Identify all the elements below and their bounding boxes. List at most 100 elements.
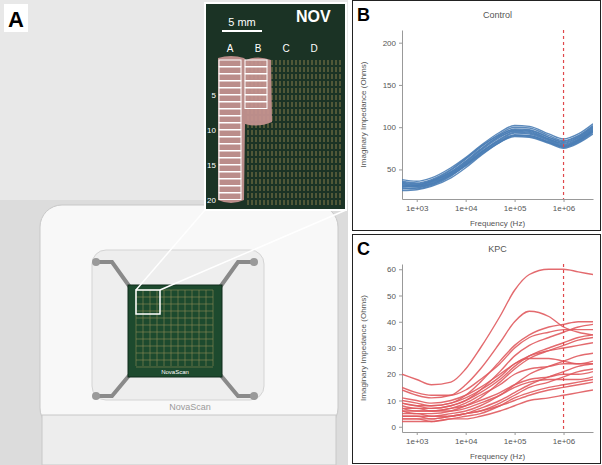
- electrode-box: [245, 95, 267, 102]
- electrode-box: [219, 74, 241, 81]
- tick-label: 150: [383, 81, 397, 90]
- photo-background: [0, 0, 348, 465]
- electrode-trace: [276, 60, 277, 205]
- board-line: [136, 304, 213, 305]
- tick-mark: [515, 432, 516, 435]
- electrode-box: [219, 60, 241, 67]
- tick-mark: [399, 296, 402, 297]
- board-line: [157, 290, 158, 366]
- tick-mark: [399, 401, 402, 402]
- electrode-trace: [300, 60, 301, 205]
- series-line: [402, 128, 593, 185]
- row-number: 10: [207, 126, 216, 135]
- series-line: [402, 364, 593, 417]
- chart-panel: 1e+031e+041e+051e+060102030405060KPCFreq…: [353, 235, 601, 464]
- device-front: [42, 415, 336, 465]
- tick: 1e+06: [553, 199, 576, 213]
- inset: 5101520ABCD5 mmNOV: [205, 3, 346, 210]
- panel-border: [353, 235, 601, 464]
- electrode-box: [219, 165, 241, 172]
- board-line: [164, 290, 165, 366]
- tick-label: 1e+05: [504, 437, 527, 446]
- electrode-box: [219, 67, 241, 74]
- electrode-trace: [280, 60, 281, 205]
- tick: 50: [387, 165, 402, 174]
- tick: 1e+06: [553, 432, 576, 446]
- device-recess: [92, 250, 264, 400]
- tissue: [218, 56, 272, 203]
- electrode-trace: [272, 60, 273, 205]
- tick: 1e+04: [455, 199, 478, 213]
- board-line: [178, 290, 179, 366]
- electrode-box: [245, 60, 267, 67]
- board-line: [136, 346, 213, 347]
- panel-border: [353, 1, 601, 231]
- tick-mark: [466, 199, 467, 202]
- electrode-box: [219, 151, 241, 158]
- tick: 200: [383, 39, 402, 48]
- tick-mark: [399, 374, 402, 375]
- axis: 50100150200: [383, 31, 403, 200]
- clip-screw: [250, 258, 258, 266]
- tick-mark: [466, 432, 467, 435]
- figure-canvas: NovaScanNovaScan5101520ABCD5 mmNOVA1e+03…: [0, 0, 602, 465]
- row-number: 5: [212, 91, 217, 100]
- tick-label: 50: [387, 165, 396, 174]
- board-line: [136, 367, 213, 368]
- inset-frame: [205, 3, 346, 210]
- figure: NovaScanNovaScan5101520ABCD5 mmNOVA1e+03…: [0, 0, 602, 465]
- tick: 1e+03: [406, 199, 429, 213]
- board-line: [136, 325, 213, 326]
- electrode-box: [219, 109, 241, 116]
- clip-screw: [250, 392, 258, 400]
- zoom-box: [136, 290, 160, 314]
- electrode-box: [219, 123, 241, 130]
- series-line: [402, 131, 593, 187]
- board-line: [136, 332, 213, 333]
- board-line: [185, 290, 186, 366]
- electrode-box: [219, 102, 241, 109]
- series-line: [402, 377, 593, 411]
- clip-arm: [218, 262, 254, 290]
- sensor-board: [128, 285, 222, 377]
- electrode-box: [219, 158, 241, 165]
- board-line: [150, 290, 151, 366]
- tick-label: 1e+04: [455, 437, 478, 446]
- chart-title: KPC: [488, 244, 507, 254]
- inset-header: NOV: [296, 8, 331, 25]
- tick-mark: [564, 199, 565, 202]
- scale-bar: [222, 30, 262, 32]
- board-line: [206, 290, 207, 366]
- board-line: [136, 339, 213, 340]
- electrode-box: [219, 144, 241, 151]
- board-line: [136, 318, 213, 319]
- tick: 20: [387, 370, 402, 379]
- electrode-trace: [316, 60, 317, 205]
- column-letter: B: [255, 43, 262, 54]
- tick-mark: [399, 127, 402, 128]
- board-line: [213, 290, 214, 366]
- tick-mark: [399, 43, 402, 44]
- clip-arm: [96, 372, 132, 396]
- electrode-trace: [336, 60, 337, 205]
- plot: 1e+031e+041e+051e+0650100150200: [383, 30, 594, 213]
- series-line: [402, 124, 593, 181]
- series-line: [402, 390, 593, 422]
- electrode-box: [245, 67, 267, 74]
- marks: [402, 30, 593, 199]
- tick-label: 1e+03: [406, 204, 429, 213]
- electrode-trace: [328, 60, 329, 205]
- board-line: [136, 297, 213, 298]
- zoom-line: [160, 210, 346, 290]
- clip-arm: [218, 372, 254, 396]
- marks: [402, 264, 593, 432]
- tick: 30: [387, 344, 402, 353]
- tick-label: 40: [387, 318, 396, 327]
- electrode-box: [245, 74, 267, 81]
- tick: 10: [387, 397, 402, 406]
- electrode-trace: [308, 60, 309, 205]
- series-line: [402, 380, 593, 422]
- panel-letter: C: [357, 239, 370, 259]
- electrode-box: [245, 102, 267, 109]
- y-axis-title: Imaginary Impedance (Ohms): [359, 61, 368, 167]
